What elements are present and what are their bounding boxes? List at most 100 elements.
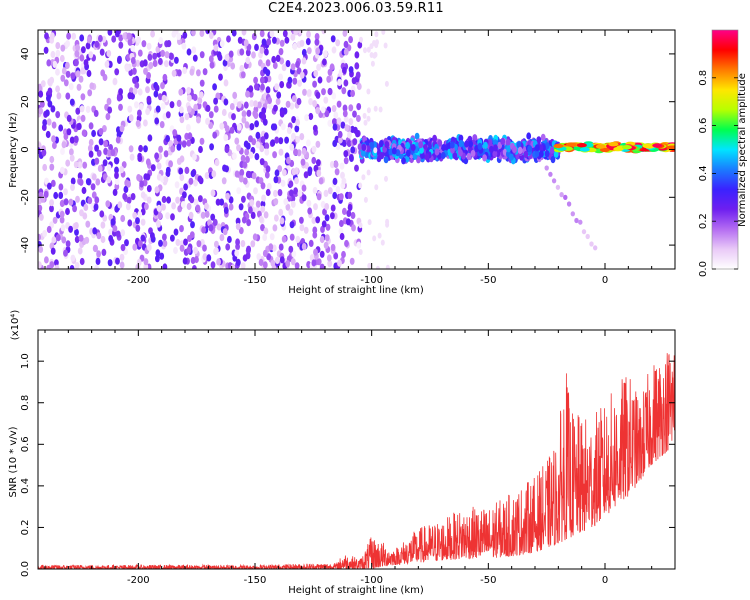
spectrogram-cell bbox=[373, 105, 378, 112]
spectrogram-cell bbox=[59, 166, 65, 174]
spectrogram-cell bbox=[278, 208, 284, 216]
spectrogram-cell bbox=[137, 154, 143, 162]
spectrogram-cell bbox=[544, 142, 550, 150]
spectrogram-cell bbox=[337, 259, 342, 267]
spectrogram-cell bbox=[51, 135, 56, 143]
spectrogram-cell bbox=[357, 143, 363, 151]
spectrogram-cell bbox=[94, 196, 100, 204]
spectrogram-cell bbox=[437, 139, 443, 147]
spectrogram-cell bbox=[146, 185, 152, 193]
spectrogram-cell bbox=[248, 151, 254, 159]
spectrogram-cell bbox=[278, 73, 283, 81]
spectrogram-cell bbox=[122, 192, 128, 200]
spectrogram-cell bbox=[260, 76, 265, 84]
spectrogram-cell bbox=[166, 40, 172, 48]
spectrogram-cell bbox=[424, 153, 430, 161]
spectrogram-cell bbox=[327, 260, 333, 268]
spectrogram-cell bbox=[179, 244, 185, 252]
spectrogram-cell bbox=[613, 146, 624, 152]
spectrogram-cell bbox=[349, 257, 355, 265]
spectrogram-cell bbox=[308, 112, 314, 121]
spectrogram-cell bbox=[544, 165, 549, 171]
spectrogram-cell bbox=[544, 150, 550, 158]
spectrogram-cell bbox=[143, 67, 148, 75]
spectrogram-cell bbox=[351, 224, 356, 232]
spectrogram-cell bbox=[279, 256, 285, 264]
spectrogram-cell bbox=[253, 111, 259, 119]
spectrogram-cell bbox=[182, 257, 188, 265]
spectrogram-cell bbox=[351, 77, 357, 85]
colorbar-tick-label: 0.2 bbox=[698, 213, 709, 229]
spectrogram-cell bbox=[253, 76, 258, 84]
spectrogram-cell bbox=[432, 134, 437, 142]
spectrogram-cell bbox=[221, 108, 227, 117]
spectrogram-cell bbox=[441, 144, 446, 152]
spectrogram-cell bbox=[283, 198, 289, 206]
x-tick-label: -100 bbox=[360, 575, 383, 586]
spectrogram-cell bbox=[103, 140, 108, 148]
spectrogram-cell bbox=[343, 40, 349, 49]
spectrogram-cell bbox=[362, 112, 367, 119]
spectrogram-cell bbox=[192, 54, 198, 62]
spectrogram-cell bbox=[593, 245, 598, 251]
spectrogram-cell bbox=[172, 129, 178, 137]
spectrogram-cell bbox=[50, 32, 55, 40]
spectrogram-cell bbox=[295, 60, 300, 69]
x-tick-label: -50 bbox=[480, 275, 496, 286]
spectrogram-cell bbox=[150, 232, 155, 240]
spectrogram-cell bbox=[156, 162, 162, 170]
spectrogram-cells bbox=[38, 30, 675, 269]
spectrogram-cell bbox=[290, 258, 296, 266]
spectrogram-cell bbox=[91, 191, 97, 199]
spectrogram-cell bbox=[132, 243, 138, 251]
spectrogram-cell bbox=[274, 169, 280, 177]
spectrogram-cell bbox=[179, 155, 185, 163]
spectrogram-cell bbox=[385, 221, 390, 228]
spectrogram-cell bbox=[139, 180, 145, 188]
spectrogram-cell bbox=[339, 219, 344, 228]
spectrogram-cell bbox=[285, 60, 291, 68]
spectrogram-cell bbox=[184, 113, 190, 121]
spectrogram-cell bbox=[96, 250, 101, 258]
spectrogram-cell bbox=[74, 262, 80, 269]
spectrogram-cell bbox=[186, 124, 191, 132]
spectrogram-cell bbox=[224, 165, 230, 173]
spectrogram-cell bbox=[98, 138, 104, 146]
spectrogram-cell bbox=[63, 249, 68, 257]
spectrogram-cell bbox=[118, 88, 123, 96]
spectrogram-cell bbox=[119, 125, 125, 133]
spectrogram-cell bbox=[55, 111, 61, 119]
spectrogram-cell bbox=[50, 247, 56, 255]
spectrogram-cell bbox=[130, 44, 136, 52]
spectrogram-cell bbox=[340, 121, 346, 129]
x-tick-label: -150 bbox=[244, 575, 267, 586]
spectrogram-cell bbox=[234, 137, 240, 145]
spectrogram-cell bbox=[224, 54, 230, 62]
spectrogram-cell bbox=[204, 172, 210, 180]
spectrogram-cell bbox=[280, 179, 286, 187]
spectrogram-cell bbox=[363, 47, 367, 54]
spectrogram-cell bbox=[229, 103, 235, 111]
spectrogram-cell bbox=[323, 96, 329, 104]
spectrogram-cell bbox=[135, 217, 140, 225]
x-tick-label: -100 bbox=[360, 275, 383, 286]
spectrogram-cell bbox=[132, 76, 137, 84]
spectrogram-cell bbox=[538, 144, 544, 152]
spectrogram-cell bbox=[169, 101, 175, 109]
spectrogram-cell bbox=[356, 241, 362, 249]
spectrogram-cell bbox=[316, 193, 322, 201]
spectrogram-cell bbox=[128, 114, 134, 122]
spectrogram-cell bbox=[208, 111, 214, 119]
spectrogram-cell bbox=[107, 30, 113, 36]
spectrogram-cell bbox=[279, 217, 285, 225]
spectrogram-cell bbox=[347, 131, 352, 139]
spectrogram-cell bbox=[85, 220, 91, 228]
spectrogram-cell bbox=[210, 213, 216, 221]
spectrogram-cell bbox=[551, 178, 557, 184]
spectrogram-cell bbox=[187, 132, 193, 140]
spectrogram-cell bbox=[311, 259, 317, 267]
spectrogram-cell bbox=[251, 51, 256, 59]
spectrogram-cell bbox=[63, 188, 68, 196]
spectrogram-cell bbox=[105, 113, 111, 121]
